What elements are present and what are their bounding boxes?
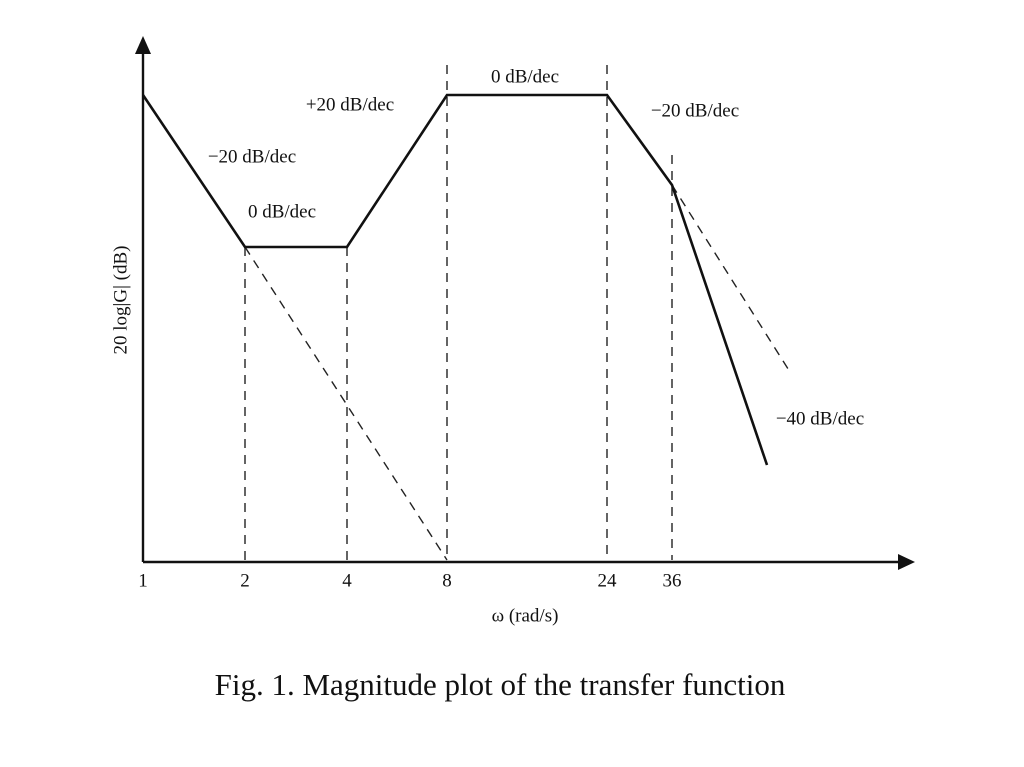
slope-label: 0 dB/dec (491, 66, 559, 87)
slope-label: −40 dB/dec (776, 408, 864, 429)
asymptote-extension (244, 246, 448, 561)
guides (244, 65, 791, 561)
slope-label: −20 dB/dec (651, 100, 739, 121)
x-tick-label: 2 (240, 570, 250, 591)
y-axis-label: 20 log|G| (dB) (110, 246, 131, 355)
x-tick-label: 24 (598, 570, 618, 591)
x-tick-label: 8 (442, 570, 452, 591)
x-tick-label: 4 (342, 570, 352, 591)
slope-label: +20 dB/dec (306, 94, 394, 115)
x-axis-arrow (898, 554, 915, 570)
x-axis-label: ω (rad/s) (492, 605, 559, 626)
slope-label: −20 dB/dec (208, 146, 296, 167)
x-tick-label: 36 (663, 570, 682, 591)
magnitude-curve (141, 93, 769, 466)
asymptote-extension (671, 184, 791, 373)
x-tick-label: 1 (138, 570, 148, 591)
slope-label: 0 dB/dec (248, 201, 316, 222)
y-axis-arrow (135, 36, 151, 54)
caption: Fig. 1. Magnitude plot of the transfer f… (215, 667, 786, 702)
